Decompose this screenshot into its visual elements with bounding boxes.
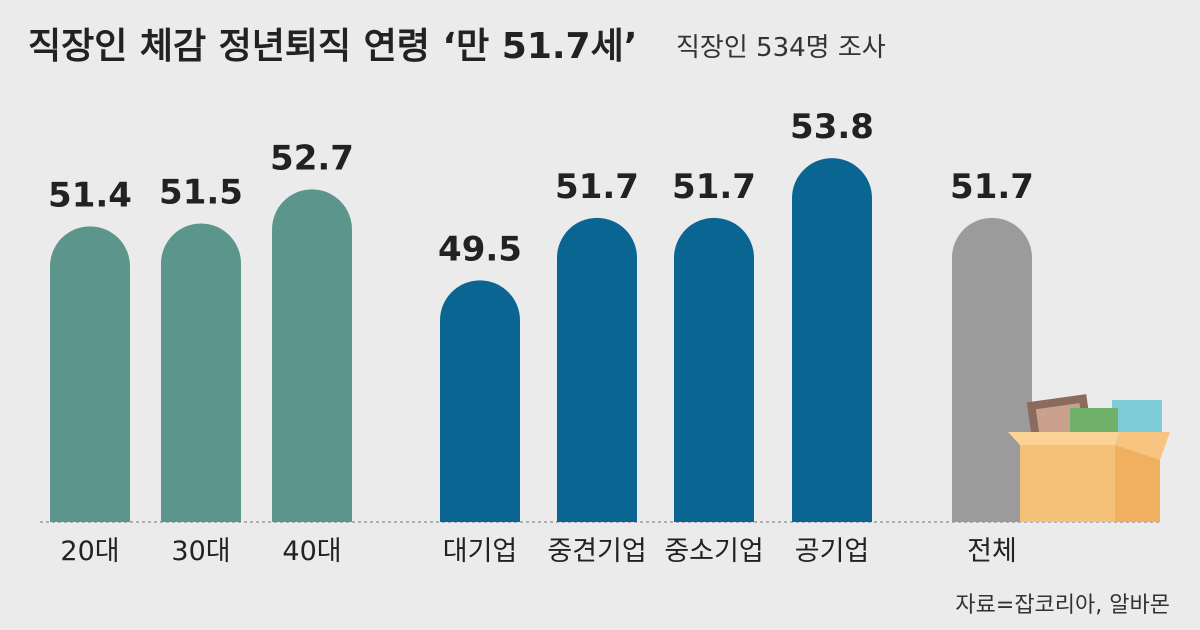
x-tick-label: 중견기업	[547, 536, 646, 567]
value-label: 49.5	[438, 229, 522, 269]
value-label: 52.7	[270, 138, 354, 178]
value-label: 51.7	[555, 167, 639, 207]
x-tick-label: 대기업	[443, 536, 518, 567]
source: 자료=잡코리아, 알바몬	[955, 593, 1170, 618]
x-tick-label: 30대	[171, 536, 230, 567]
bar	[557, 217, 637, 522]
value-label: 51.4	[48, 175, 132, 215]
value-label: 51.7	[950, 167, 1034, 207]
value-label: 51.7	[672, 167, 756, 207]
value-label: 51.5	[159, 173, 243, 213]
box-illustration	[1008, 394, 1170, 522]
bar	[792, 158, 872, 522]
bar	[50, 226, 130, 522]
chart-title: 직장인 체감 정년퇴직 연령 ‘만 51.7세’	[28, 26, 637, 67]
bar	[440, 280, 520, 522]
x-tick-label: 공기업	[795, 536, 870, 567]
bar	[674, 217, 754, 522]
x-tick-label: 전체	[967, 536, 1017, 567]
x-tick-label: 중소기업	[664, 536, 763, 567]
chart-subtitle: 직장인 534명 조사	[676, 33, 886, 63]
bar	[161, 223, 241, 522]
bar	[272, 189, 352, 522]
x-tick-label: 40대	[282, 536, 341, 567]
value-label: 53.8	[790, 107, 874, 147]
x-tick-label: 20대	[60, 536, 119, 567]
bar	[952, 217, 1032, 522]
